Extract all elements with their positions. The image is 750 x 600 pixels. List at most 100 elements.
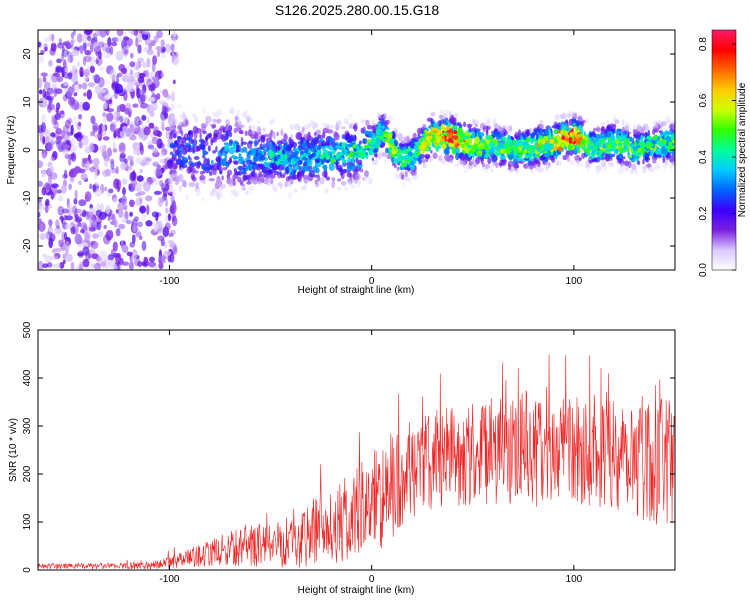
heatmap-cell	[202, 107, 206, 114]
heatmap-cell	[306, 139, 310, 144]
heatmap-cell	[337, 178, 342, 182]
heatmap-cell	[277, 146, 281, 151]
heatmap-cell	[171, 188, 177, 197]
colorbar-tick-label: 0.0	[698, 263, 709, 277]
heatmap-cell	[78, 199, 87, 207]
heatmap-cell	[139, 168, 143, 174]
heatmap-cell	[383, 158, 388, 165]
heatmap-cell	[429, 150, 433, 154]
heatmap-cell	[386, 139, 389, 143]
heatmap-cell	[528, 133, 535, 137]
heatmap-cell	[70, 124, 74, 135]
heatmap-cell	[573, 131, 578, 135]
heatmap-cell	[314, 179, 318, 185]
heatmap-cell	[152, 126, 159, 132]
heatmap-cell	[503, 156, 507, 159]
heatmap-cell	[600, 121, 606, 126]
heatmap-cell	[640, 134, 644, 142]
heatmap-cell	[403, 154, 410, 161]
heatmap-cell	[57, 206, 65, 216]
heatmap-cell	[95, 209, 103, 218]
heatmap-cell	[435, 145, 440, 152]
heatmap-cell	[74, 217, 82, 223]
heatmap-cell	[341, 155, 345, 158]
heatmap-cell	[317, 134, 323, 139]
heatmap-cell	[222, 183, 227, 188]
heatmap-cell	[139, 72, 146, 79]
heatmap-cell	[146, 204, 150, 216]
heatmap-cell	[129, 134, 137, 141]
heatmap-cell	[322, 140, 326, 147]
line-chart-frame	[37, 329, 676, 571]
heatmap-cell	[229, 131, 233, 138]
heatmap-cell	[89, 131, 94, 138]
heatmap-cell	[235, 109, 241, 118]
heatmap-cell	[372, 119, 376, 126]
heatmap-cell	[92, 233, 99, 240]
heatmap-cell	[146, 57, 151, 68]
heatmap-cell	[640, 142, 646, 148]
heatmap-cell	[351, 156, 355, 164]
heatmap-cell	[76, 33, 83, 43]
heatmap-cell	[116, 74, 120, 85]
heatmap-cell	[42, 76, 47, 83]
heatmap-cell	[95, 59, 99, 65]
heatmap-cell	[40, 122, 47, 133]
heatmap-cell	[252, 176, 259, 185]
heatmap-cell	[212, 187, 217, 193]
heatmap-cell	[621, 120, 625, 126]
heatmap-cell	[411, 142, 416, 148]
heatmap-cell	[436, 139, 441, 143]
heatmap-cell	[595, 149, 599, 153]
heatmap-cell	[589, 146, 594, 150]
heatmap-cell	[170, 33, 179, 41]
heatmap-cell	[38, 89, 43, 95]
heatmap-cell	[614, 130, 621, 135]
heatmap-cell	[232, 192, 238, 197]
heatmap-cell	[634, 168, 638, 176]
heatmap-cell	[380, 150, 383, 155]
heatmap-cell	[389, 138, 394, 144]
heatmap-cell	[48, 97, 53, 105]
heatmap-cell	[90, 241, 99, 249]
heatmap-cell	[92, 122, 99, 133]
heatmap-cell	[176, 135, 182, 140]
colorbar-tick-label: 0.4	[698, 150, 709, 164]
heatmap-cell	[252, 167, 256, 174]
heatmap-cell	[323, 149, 329, 155]
heatmap-cell	[181, 136, 187, 144]
heatmap-cell	[168, 159, 173, 164]
heatmap-cell	[202, 154, 206, 159]
heatmap-cell	[109, 158, 115, 164]
heatmap-cell	[660, 150, 665, 154]
heatmap-cell	[583, 147, 590, 153]
heatmap-cell	[112, 197, 118, 204]
heatmap-cell	[101, 42, 109, 52]
heatmap-cell	[169, 187, 173, 193]
heatmap-cell	[335, 154, 340, 159]
heatmap-cell	[491, 155, 498, 163]
heatmap-cell	[182, 145, 187, 151]
heatmap-cell	[103, 144, 107, 149]
heatmap-cell	[343, 149, 348, 154]
heatmap-cell	[326, 123, 330, 129]
heatmap-cell	[129, 52, 134, 59]
heatmap-cell	[122, 261, 129, 266]
heatmap-cell	[83, 68, 90, 78]
heatmap-cell	[433, 122, 438, 129]
heatmap-cell	[358, 140, 362, 145]
heatmap-cell	[575, 135, 580, 139]
heatmap-cell	[105, 30, 110, 36]
heatmap-cell	[38, 260, 44, 270]
heatmap-cell	[62, 253, 67, 260]
heatmap-cell	[225, 130, 229, 136]
heatmap-cell	[51, 183, 59, 188]
heatmap-cell	[115, 228, 121, 237]
heatmap-cell	[94, 188, 103, 197]
heatmap-cell	[183, 183, 187, 188]
heatmap-cell	[347, 146, 351, 149]
heatmap-cell	[600, 149, 604, 153]
heatmap-cell	[60, 51, 65, 62]
heatmap-cell	[67, 86, 74, 96]
heatmap-cell	[387, 115, 394, 122]
